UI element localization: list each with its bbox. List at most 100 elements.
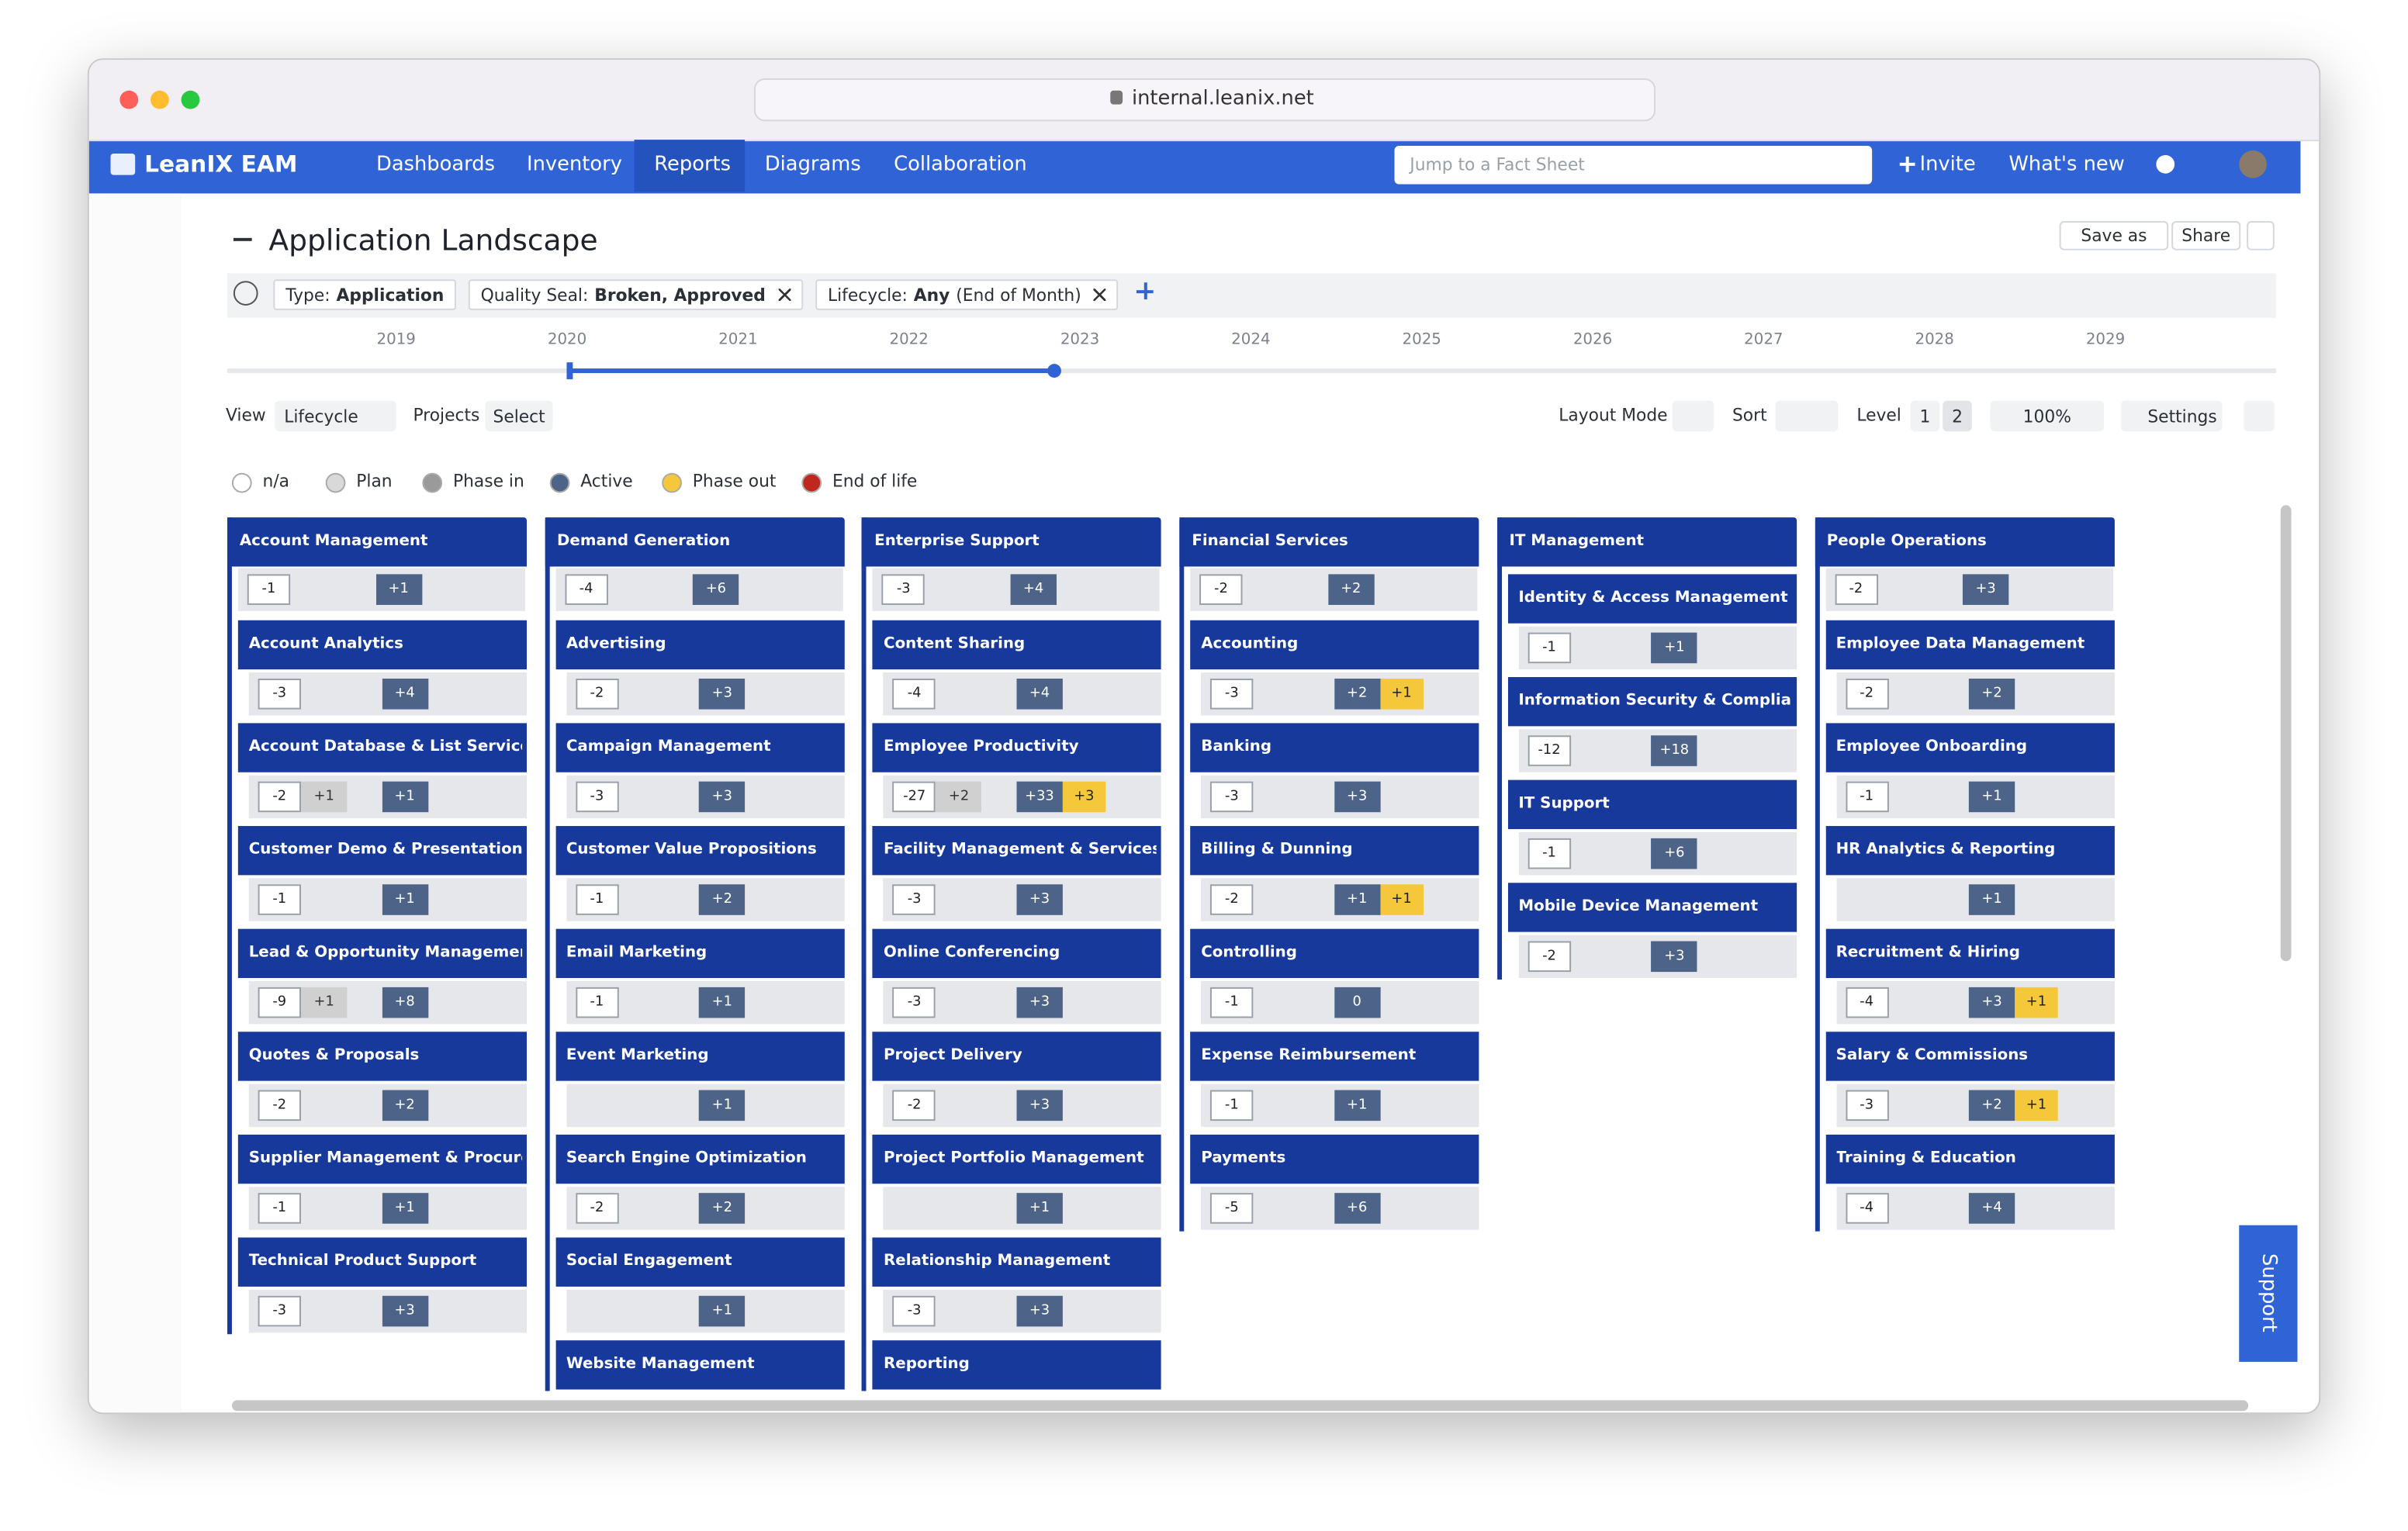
lifecycle-bar[interactable]: -3 +3	[884, 980, 1162, 1025]
lifecycle-bar[interactable]: -1 +2	[566, 878, 845, 921]
card-header[interactable]	[1507, 574, 1797, 624]
card-header[interactable]	[555, 1237, 845, 1287]
invite[interactable]: Invite	[1919, 153, 1976, 177]
close-button[interactable]	[119, 90, 139, 109]
lifecycle-bar[interactable]: -2 +2	[1190, 568, 1478, 611]
card-header[interactable]	[873, 1134, 1162, 1184]
lifecycle-bar[interactable]: -3 +2 +1	[1835, 1083, 2114, 1128]
lifecycle-bar[interactable]: -1 +1	[248, 1187, 528, 1230]
lifecycle-bar[interactable]: -1 +1	[248, 878, 528, 921]
card-header[interactable]	[237, 826, 528, 876]
card-header[interactable]	[237, 928, 528, 979]
card-header[interactable]	[1825, 928, 2114, 979]
lifecycle-bar[interactable]: -9 +1 +8	[248, 980, 528, 1025]
zoom-button[interactable]	[181, 90, 200, 109]
lifecycle-bar[interactable]: -3 +4	[873, 568, 1161, 611]
timeline-start[interactable]	[566, 362, 573, 379]
column-header[interactable]	[227, 517, 528, 567]
column-header[interactable]	[1179, 517, 1479, 567]
remove-filter[interactable]	[777, 289, 791, 302]
card-header[interactable]	[1825, 826, 2114, 876]
card-header[interactable]	[237, 723, 528, 772]
card-header[interactable]	[555, 723, 845, 772]
column-header[interactable]	[1814, 517, 2114, 567]
card-header[interactable]	[1190, 826, 1479, 876]
card-header[interactable]	[555, 1032, 845, 1081]
lifecycle-bar[interactable]: -12 +18	[1518, 729, 1797, 772]
lifecycle-bar[interactable]: -2 +1 +1	[1201, 878, 1479, 921]
nav-item[interactable]: Inventory	[527, 153, 622, 177]
lifecycle-bar[interactable]: -4 +4	[884, 672, 1162, 716]
card-header[interactable]	[873, 1237, 1162, 1287]
card-header[interactable]	[1507, 779, 1797, 829]
lifecycle-bar[interactable]: -3 +3	[884, 878, 1162, 921]
card-header[interactable]	[873, 928, 1162, 979]
help-icon[interactable]	[2156, 154, 2175, 174]
lifecycle-bar[interactable]: -3 +3	[248, 1289, 528, 1333]
filter-chip[interactable]: Quality Seal: Broken, Approved	[468, 279, 803, 310]
share[interactable]: Share	[2171, 221, 2241, 251]
lifecycle-bar[interactable]: -2 +3	[1518, 935, 1797, 979]
column-header[interactable]	[1496, 517, 1797, 567]
view-select[interactable]: Lifecycle	[275, 400, 396, 432]
filter-chip[interactable]: Lifecycle: Any (End of Month)	[815, 279, 1119, 310]
card-header[interactable]	[873, 1032, 1162, 1081]
support-tab[interactable]	[2239, 1225, 2298, 1362]
lifecycle-bar[interactable]: -2 +1 +1	[248, 775, 528, 819]
url-bar[interactable]	[753, 78, 1656, 122]
card-header[interactable]	[555, 620, 845, 670]
save-as[interactable]: Save as	[2059, 221, 2169, 251]
card-header[interactable]	[1190, 620, 1479, 670]
lifecycle-bar[interactable]: -2 +3	[566, 672, 845, 716]
zoom[interactable]: 100%	[1990, 400, 2105, 432]
lifecycle-bar[interactable]: -3 +2 +1	[1201, 672, 1479, 716]
lifecycle-bar[interactable]: -27 +2 +33 +3	[884, 775, 1162, 819]
card-header[interactable]	[1507, 883, 1797, 932]
nav-item[interactable]: Collaboration	[894, 153, 1027, 177]
lifecycle-bar[interactable]: -3 +3	[884, 1289, 1162, 1333]
lifecycle-bar[interactable]: -3 +3	[1201, 775, 1479, 819]
projects-select[interactable]: Select	[485, 400, 553, 432]
level-option[interactable]: 2	[1943, 400, 1972, 432]
lifecycle-bar[interactable]: -2 +3	[884, 1083, 1162, 1128]
card-header[interactable]	[1507, 677, 1797, 727]
lifecycle-bar[interactable]: -2 +2	[566, 1187, 845, 1230]
lifecycle-bar[interactable]: -4 +3 +1	[1835, 980, 2114, 1025]
lifecycle-bar[interactable]: -1 +1	[237, 568, 526, 611]
card-header[interactable]	[873, 1340, 1162, 1390]
settings[interactable]: Settings	[2120, 400, 2223, 432]
search-box[interactable]	[1394, 146, 1873, 185]
timeline-end[interactable]	[1047, 364, 1061, 378]
card-header[interactable]	[555, 1340, 845, 1390]
card-header[interactable]	[1825, 723, 2114, 772]
lifecycle-bar[interactable]: +1	[566, 1083, 845, 1128]
lifecycle-bar[interactable]: -1 +1	[1201, 1083, 1479, 1128]
more[interactable]	[2247, 221, 2275, 251]
lifecycle-bar[interactable]: -1 +6	[1518, 831, 1797, 876]
card-header[interactable]	[237, 1237, 528, 1287]
minimize-button[interactable]	[150, 90, 169, 109]
card-header[interactable]	[237, 1032, 528, 1081]
card-header[interactable]	[873, 620, 1162, 670]
lifecycle-bar[interactable]: -2 +2	[1835, 672, 2114, 716]
lifecycle-bar[interactable]: +1	[1835, 878, 2114, 921]
column-header[interactable]	[862, 517, 1162, 567]
card-header[interactable]	[1825, 620, 2114, 670]
lifecycle-bar[interactable]: -3 +4	[248, 672, 528, 716]
lifecycle-bar[interactable]: -4 +6	[555, 568, 843, 611]
card-header[interactable]	[1825, 1032, 2114, 1081]
lifecycle-bar[interactable]: -5 +6	[1201, 1187, 1479, 1230]
lifecycle-bar[interactable]: -1 0	[1201, 980, 1479, 1025]
card-header[interactable]	[237, 620, 528, 670]
card-header[interactable]	[1190, 1134, 1479, 1184]
lifecycle-bar[interactable]: -4 +4	[1835, 1187, 2114, 1230]
level-option[interactable]: 1	[1910, 400, 1940, 432]
card-header[interactable]	[873, 826, 1162, 876]
card-header[interactable]	[1190, 1032, 1479, 1081]
card-header[interactable]	[555, 826, 845, 876]
back-arrow[interactable]	[233, 237, 252, 241]
lifecycle-bar[interactable]: -1 +1	[566, 980, 845, 1025]
card-header[interactable]	[555, 1134, 845, 1184]
nav-item[interactable]: Reports	[654, 153, 732, 177]
clear-filters[interactable]	[233, 281, 258, 306]
